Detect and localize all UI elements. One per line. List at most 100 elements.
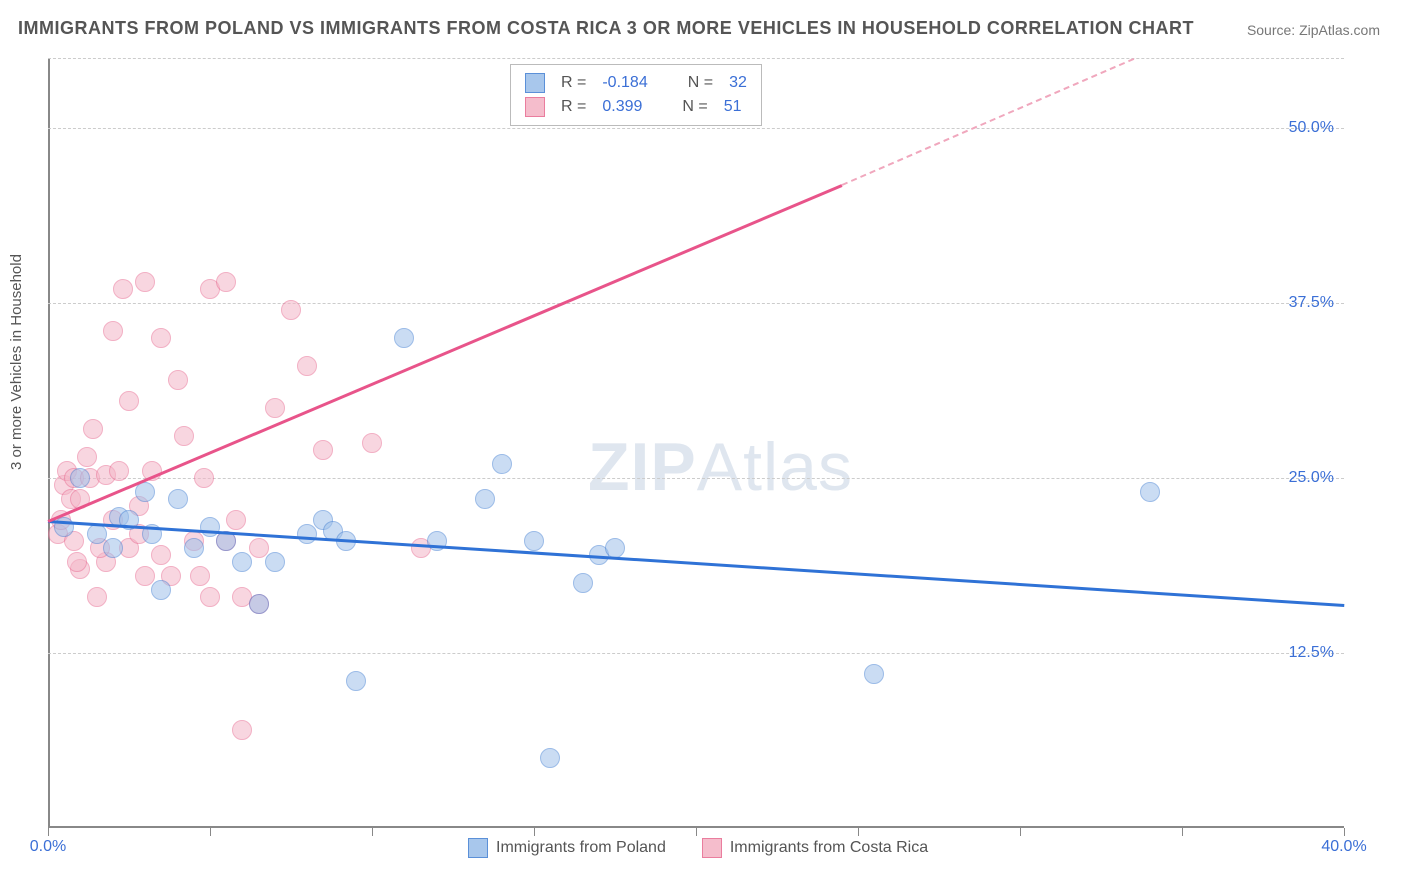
scatter-point-pink bbox=[265, 398, 285, 418]
scatter-point-pink bbox=[87, 587, 107, 607]
scatter-point-pink bbox=[216, 272, 236, 292]
gridline-h bbox=[48, 653, 1344, 654]
x-tick-label: 0.0% bbox=[30, 838, 66, 856]
scatter-point-blue bbox=[200, 517, 220, 537]
legend-label-blue: Immigrants from Poland bbox=[496, 839, 666, 857]
scatter-point-pink bbox=[232, 720, 252, 740]
scatter-point-pink bbox=[151, 328, 171, 348]
scatter-point-blue bbox=[87, 524, 107, 544]
y-tick-label: 50.0% bbox=[1289, 119, 1334, 137]
n-label-pink: N = bbox=[682, 95, 707, 119]
gridline-h bbox=[48, 303, 1344, 304]
r-label-blue: R = bbox=[561, 71, 586, 95]
scatter-point-blue bbox=[70, 468, 90, 488]
legend-swatch-pink bbox=[702, 838, 722, 858]
scatter-point-pink bbox=[109, 461, 129, 481]
scatter-point-pink bbox=[190, 566, 210, 586]
gridline-h bbox=[48, 478, 1344, 479]
plot-area: ZIPAtlas R = -0.184 N = 32 R = 0.399 N =… bbox=[48, 58, 1344, 828]
y-tick-label: 37.5% bbox=[1289, 294, 1334, 312]
scatter-point-blue bbox=[475, 489, 495, 509]
stats-row-blue: R = -0.184 N = 32 bbox=[525, 71, 747, 95]
x-tick bbox=[696, 828, 697, 836]
scatter-point-blue bbox=[605, 538, 625, 558]
x-tick bbox=[48, 828, 49, 836]
legend-item-blue: Immigrants from Poland bbox=[468, 838, 666, 858]
scatter-point-pink bbox=[135, 566, 155, 586]
scatter-point-blue bbox=[524, 531, 544, 551]
scatter-point-blue bbox=[249, 594, 269, 614]
scatter-point-pink bbox=[77, 447, 97, 467]
scatter-point-blue bbox=[184, 538, 204, 558]
watermark-bold: ZIP bbox=[588, 429, 697, 505]
scatter-point-pink bbox=[200, 587, 220, 607]
scatter-point-pink bbox=[249, 538, 269, 558]
legend-swatch-blue bbox=[468, 838, 488, 858]
stats-row-pink: R = 0.399 N = 51 bbox=[525, 95, 747, 119]
scatter-point-blue bbox=[346, 671, 366, 691]
scatter-point-pink bbox=[297, 356, 317, 376]
scatter-point-blue bbox=[168, 489, 188, 509]
scatter-point-blue bbox=[265, 552, 285, 572]
scatter-point-blue bbox=[540, 748, 560, 768]
scatter-point-pink bbox=[103, 321, 123, 341]
scatter-point-pink bbox=[226, 510, 246, 530]
scatter-point-blue bbox=[573, 573, 593, 593]
swatch-blue bbox=[525, 73, 545, 93]
n-label-blue: N = bbox=[688, 71, 713, 95]
r-value-pink: 0.399 bbox=[602, 95, 642, 119]
swatch-pink bbox=[525, 97, 545, 117]
scatter-point-pink bbox=[113, 279, 133, 299]
trendline-pink bbox=[48, 184, 843, 522]
source-prefix: Source: bbox=[1247, 22, 1299, 38]
y-tick-label: 25.0% bbox=[1289, 469, 1334, 487]
x-tick-label: 40.0% bbox=[1321, 838, 1366, 856]
scatter-point-pink bbox=[194, 468, 214, 488]
y-axis-label: 3 or more Vehicles in Household bbox=[8, 254, 25, 470]
scatter-point-pink bbox=[168, 370, 188, 390]
legend-label-pink: Immigrants from Costa Rica bbox=[730, 839, 928, 857]
scatter-point-pink bbox=[362, 433, 382, 453]
x-tick bbox=[1182, 828, 1183, 836]
scatter-point-pink bbox=[83, 419, 103, 439]
x-tick bbox=[1344, 828, 1345, 836]
x-tick bbox=[1020, 828, 1021, 836]
scatter-point-blue bbox=[492, 454, 512, 474]
scatter-point-blue bbox=[135, 482, 155, 502]
x-tick bbox=[210, 828, 211, 836]
n-value-pink: 51 bbox=[724, 95, 742, 119]
gridline-h bbox=[48, 128, 1344, 129]
scatter-point-blue bbox=[297, 524, 317, 544]
stats-box: R = -0.184 N = 32 R = 0.399 N = 51 bbox=[510, 64, 762, 126]
scatter-point-pink bbox=[119, 391, 139, 411]
scatter-point-blue bbox=[103, 538, 123, 558]
y-axis-line bbox=[48, 58, 50, 828]
legend-item-pink: Immigrants from Costa Rica bbox=[702, 838, 928, 858]
r-value-blue: -0.184 bbox=[602, 71, 647, 95]
y-tick-label: 12.5% bbox=[1289, 644, 1334, 662]
scatter-point-pink bbox=[174, 426, 194, 446]
scatter-point-pink bbox=[135, 272, 155, 292]
source-name: ZipAtlas.com bbox=[1299, 22, 1380, 38]
scatter-point-pink bbox=[67, 552, 87, 572]
scatter-point-blue bbox=[394, 328, 414, 348]
legend: Immigrants from Poland Immigrants from C… bbox=[468, 838, 928, 858]
scatter-point-blue bbox=[864, 664, 884, 684]
scatter-point-pink bbox=[151, 545, 171, 565]
r-label-pink: R = bbox=[561, 95, 586, 119]
x-tick bbox=[534, 828, 535, 836]
watermark-light: Atlas bbox=[697, 429, 853, 505]
scatter-point-blue bbox=[151, 580, 171, 600]
trendline-pink-dashed bbox=[841, 58, 1133, 186]
scatter-point-pink bbox=[281, 300, 301, 320]
source-attribution: Source: ZipAtlas.com bbox=[1247, 22, 1380, 38]
scatter-point-blue bbox=[232, 552, 252, 572]
scatter-point-pink bbox=[313, 440, 333, 460]
watermark: ZIPAtlas bbox=[588, 428, 853, 506]
scatter-point-blue bbox=[1140, 482, 1160, 502]
x-tick bbox=[372, 828, 373, 836]
gridline-h bbox=[48, 58, 1344, 59]
chart-title: IMMIGRANTS FROM POLAND VS IMMIGRANTS FRO… bbox=[18, 18, 1194, 39]
x-tick bbox=[858, 828, 859, 836]
n-value-blue: 32 bbox=[729, 71, 747, 95]
